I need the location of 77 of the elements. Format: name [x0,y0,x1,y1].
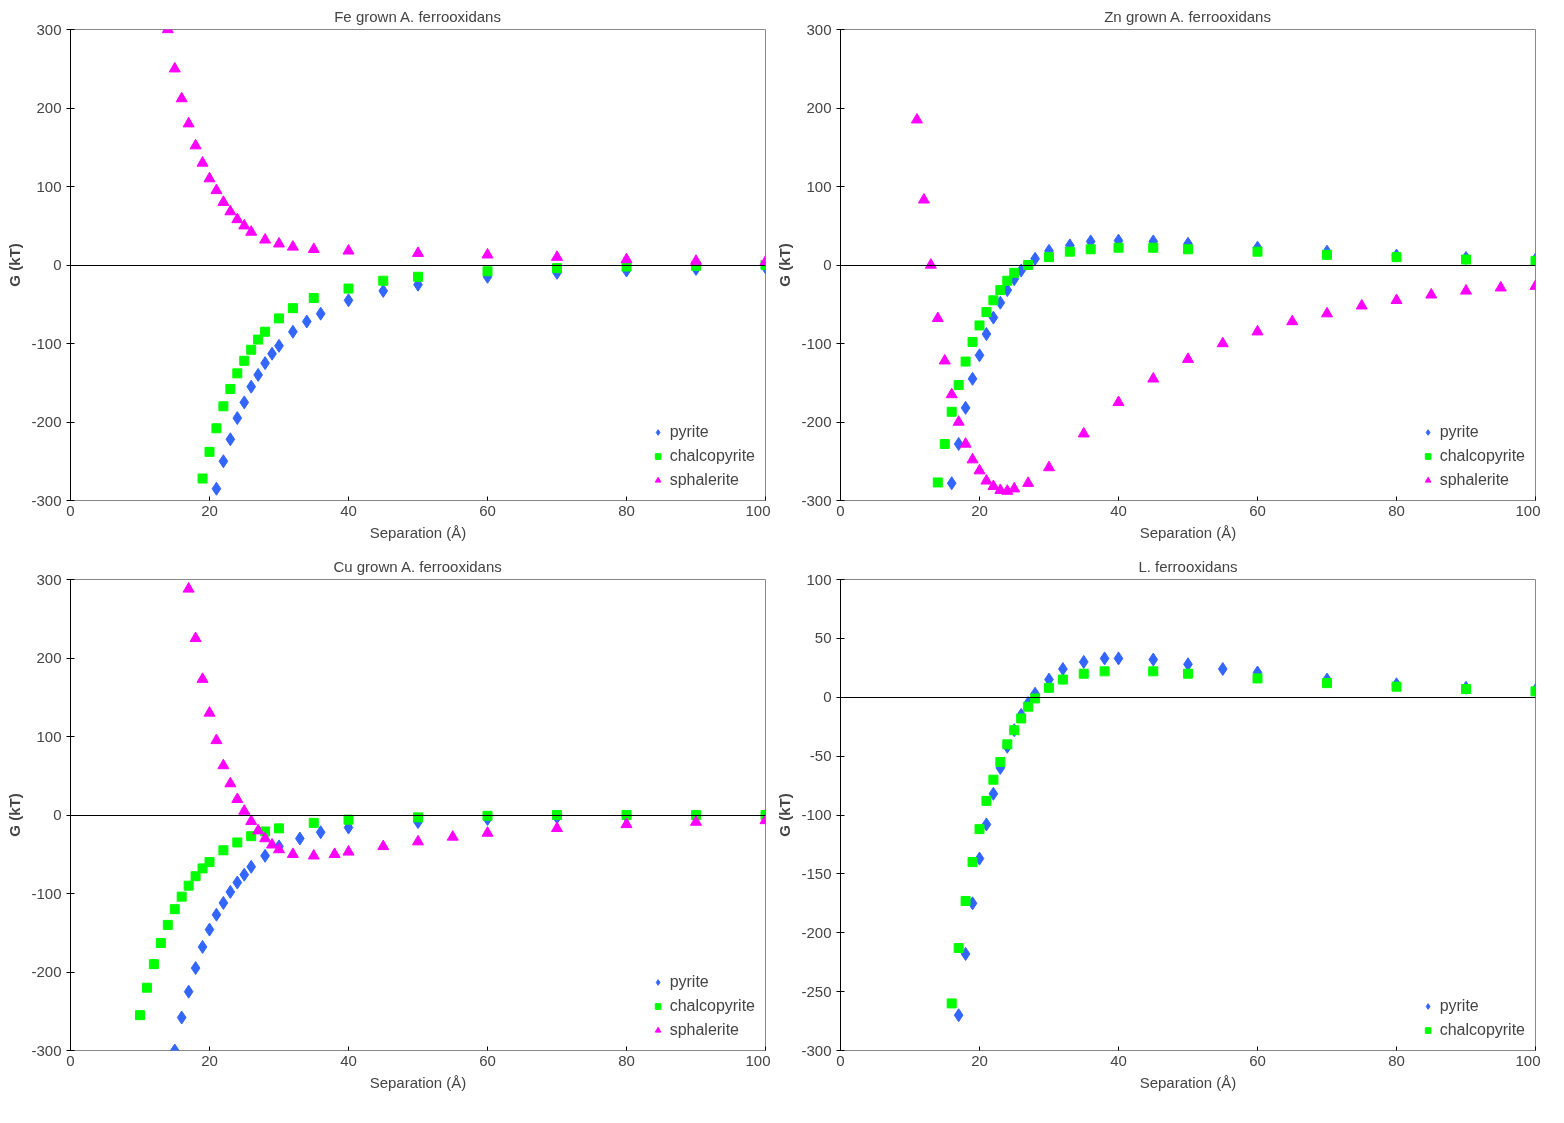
legend-label: pyrite [669,423,709,441]
x-tick-label: 80 [1388,1051,1405,1069]
y-tick-label: -200 [31,413,62,430]
legend-label: sphalerite [669,1021,739,1039]
x-axis-title: Separation (Å) [1139,523,1237,541]
x-tick-label: 0 [66,1051,75,1069]
legend-label: chalcopyrite [669,447,755,465]
legend-label: pyrite [1439,423,1479,441]
y-tick-label: 300 [36,570,62,588]
chart-title: Zn grown A. ferrooxidans [1104,7,1271,25]
x-tick-label: 80 [618,501,635,519]
x-tick-label: 40 [340,501,357,519]
x-tick-label: 60 [1249,1051,1266,1069]
x-tick-label: 20 [201,1051,218,1069]
x-tick-label: 60 [479,1051,496,1069]
y-tick-label: -100 [801,806,832,823]
y-tick-label: 0 [53,256,62,273]
x-axis-title: Separation (Å) [369,1073,467,1091]
x-tick-label: 0 [836,501,845,519]
x-tick-label: 20 [971,501,988,519]
y-tick-label: 0 [823,256,832,273]
y-axis-title: G (kT) [776,243,794,287]
y-tick-label: -200 [801,413,832,430]
chart-title: Fe grown A. ferrooxidans [334,7,501,25]
x-tick-label: 60 [479,501,496,519]
y-axis-title: G (kT) [6,243,24,287]
y-tick-label: -150 [801,864,832,882]
legend-label: pyrite [669,973,709,991]
x-tick-label: 80 [1388,501,1405,519]
x-tick-label: 100 [1515,501,1541,519]
x-tick-label: 100 [1515,1051,1541,1069]
y-tick-label: -300 [31,1041,62,1059]
chart-title: L. ferrooxidans [1138,557,1238,575]
y-tick-label: 100 [36,727,62,745]
x-tick-label: 0 [836,1051,845,1069]
chart-title: Cu grown A. ferrooxidans [333,557,502,575]
y-tick-label: -300 [31,491,62,509]
legend-label: sphalerite [669,471,739,489]
y-tick-label: -100 [801,334,832,352]
x-tick-label: 40 [1110,501,1127,519]
x-tick-label: 40 [1110,1051,1127,1069]
y-tick-label: -300 [801,491,832,509]
legend-label: chalcopyrite [669,997,755,1015]
legend-label: chalcopyrite [1439,447,1525,465]
y-tick-label: 300 [36,20,62,38]
y-tick-label: -100 [31,884,62,902]
y-tick-label: -100 [31,334,62,352]
x-tick-label: 0 [66,501,75,519]
x-axis-title: Separation (Å) [1139,1073,1237,1091]
x-tick-label: 20 [201,501,218,519]
y-tick-label: 200 [36,99,62,116]
y-tick-label: 200 [806,99,832,116]
legend-label: pyrite [1439,997,1479,1015]
y-tick-label: 200 [36,649,62,666]
y-tick-label: -250 [801,982,832,1000]
x-axis-title: Separation (Å) [369,523,467,541]
y-tick-label: 50 [814,629,832,647]
y-tick-label: 0 [823,688,832,706]
y-tick-label: 0 [53,806,62,823]
legend-label: chalcopyrite [1439,1021,1525,1039]
y-tick-label: 100 [36,177,62,195]
y-tick-label: -200 [801,923,832,941]
x-tick-label: 40 [340,1051,357,1069]
x-tick-label: 100 [745,1051,771,1069]
y-axis-title: G (kT) [6,793,24,837]
x-tick-label: 80 [618,1051,635,1069]
x-tick-label: 60 [1249,501,1266,519]
y-tick-label: -300 [801,1041,832,1059]
y-tick-label: -50 [809,747,832,765]
legend-label: sphalerite [1439,471,1509,489]
y-tick-label: 300 [806,20,832,38]
y-tick-label: -200 [31,963,62,980]
x-tick-label: 100 [745,501,771,519]
x-tick-label: 20 [971,1051,988,1069]
y-axis-title: G (kT) [776,793,794,837]
y-tick-label: 100 [806,177,832,195]
y-tick-label: 100 [806,570,832,588]
